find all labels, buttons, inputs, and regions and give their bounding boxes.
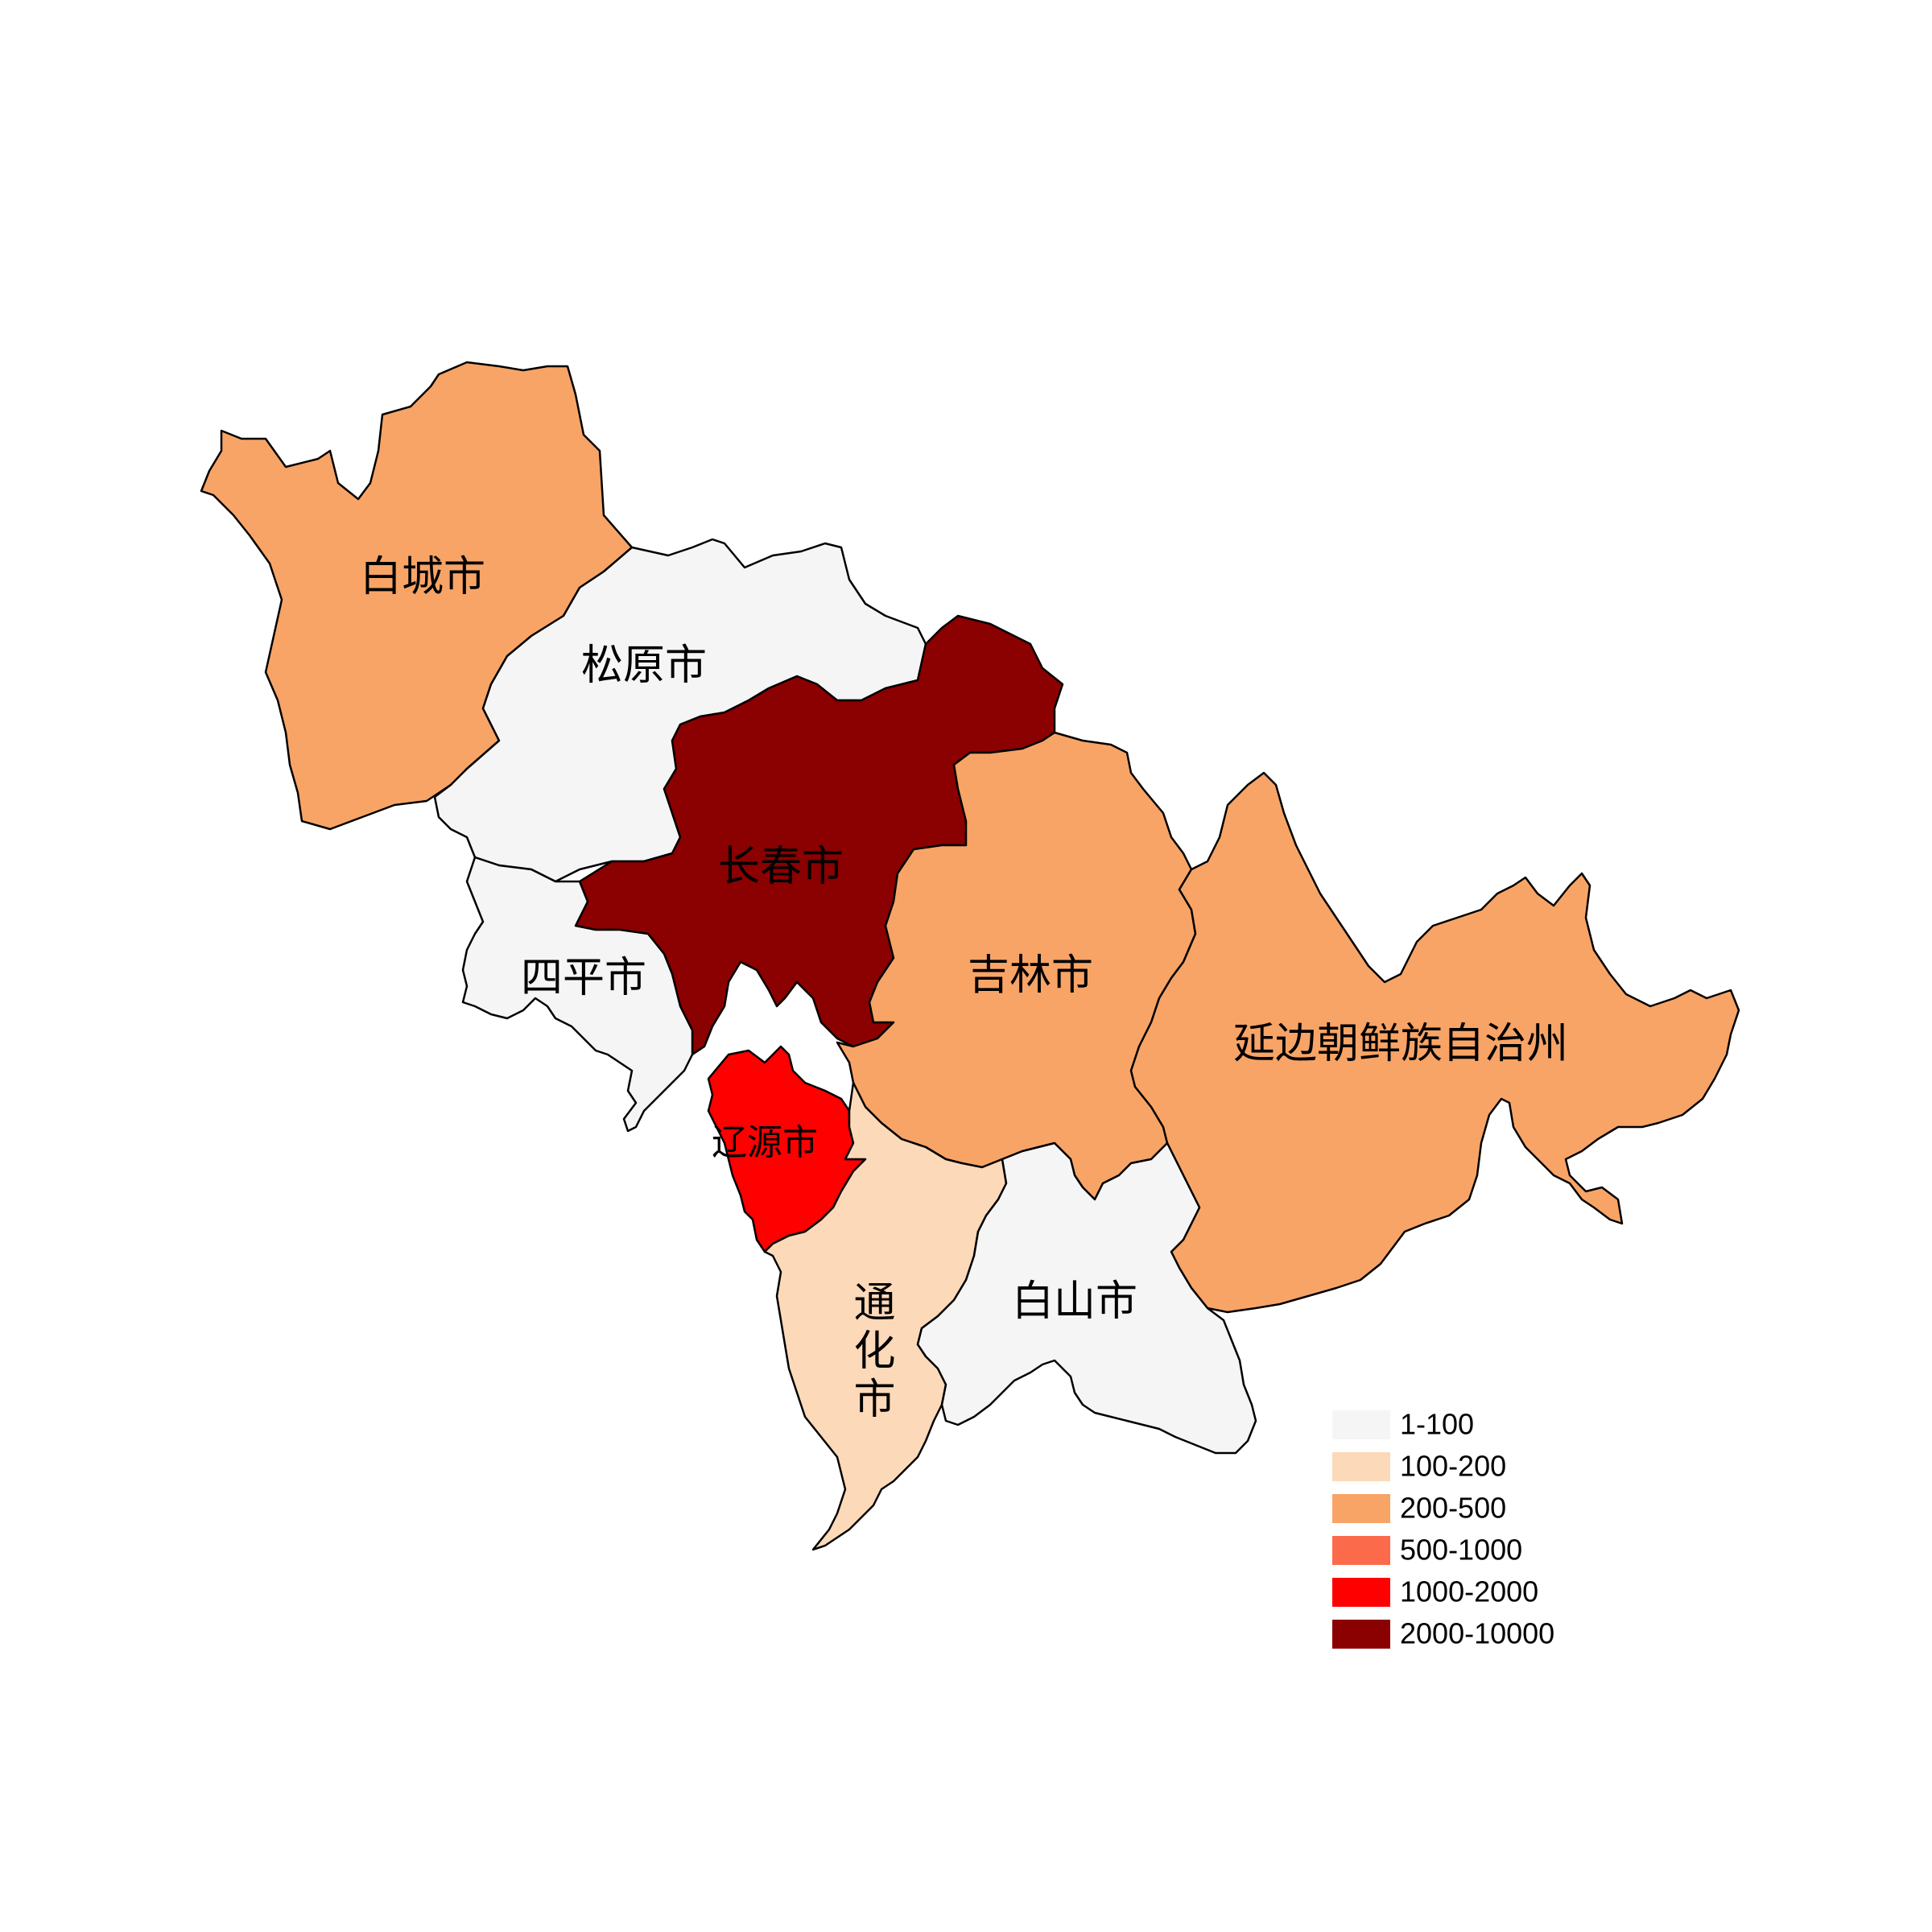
legend-label: 100-200 bbox=[1400, 1450, 1506, 1483]
region-baishan[interactable] bbox=[916, 1141, 1257, 1455]
label-jilin: 吉林市 bbox=[968, 952, 1093, 1000]
legend-swatch bbox=[1332, 1494, 1390, 1523]
label-baishan: 白山市 bbox=[1012, 1278, 1137, 1326]
label-changchun: 长春市 bbox=[718, 843, 844, 891]
legend-label: 1-100 bbox=[1400, 1408, 1474, 1441]
legend-swatch bbox=[1332, 1620, 1390, 1649]
label-yanbian: 延边朝鲜族自治州 bbox=[1233, 1020, 1568, 1068]
label-liaoyuan: 辽源市 bbox=[712, 1122, 818, 1163]
label-siping: 四平市 bbox=[521, 954, 646, 1002]
legend: 1-100 100-200 200-500 500-1000 1000-2000 2000… bbox=[1332, 1408, 1554, 1650]
label-tonghua: 通化市 bbox=[846, 1280, 894, 1425]
region-siping[interactable] bbox=[461, 856, 694, 1133]
legend-label: 500-1000 bbox=[1400, 1534, 1522, 1567]
label-songyuan: 松原市 bbox=[581, 642, 707, 690]
legend-swatch bbox=[1332, 1452, 1390, 1481]
legend-label: 1000-2000 bbox=[1400, 1575, 1538, 1608]
legend-swatch bbox=[1332, 1578, 1390, 1607]
label-baicheng: 白城市 bbox=[360, 553, 485, 601]
legend-swatch bbox=[1332, 1410, 1390, 1439]
legend-swatch bbox=[1332, 1536, 1390, 1565]
legend-label: 200-500 bbox=[1400, 1492, 1506, 1525]
legend-label: 2000-10000 bbox=[1400, 1617, 1554, 1650]
